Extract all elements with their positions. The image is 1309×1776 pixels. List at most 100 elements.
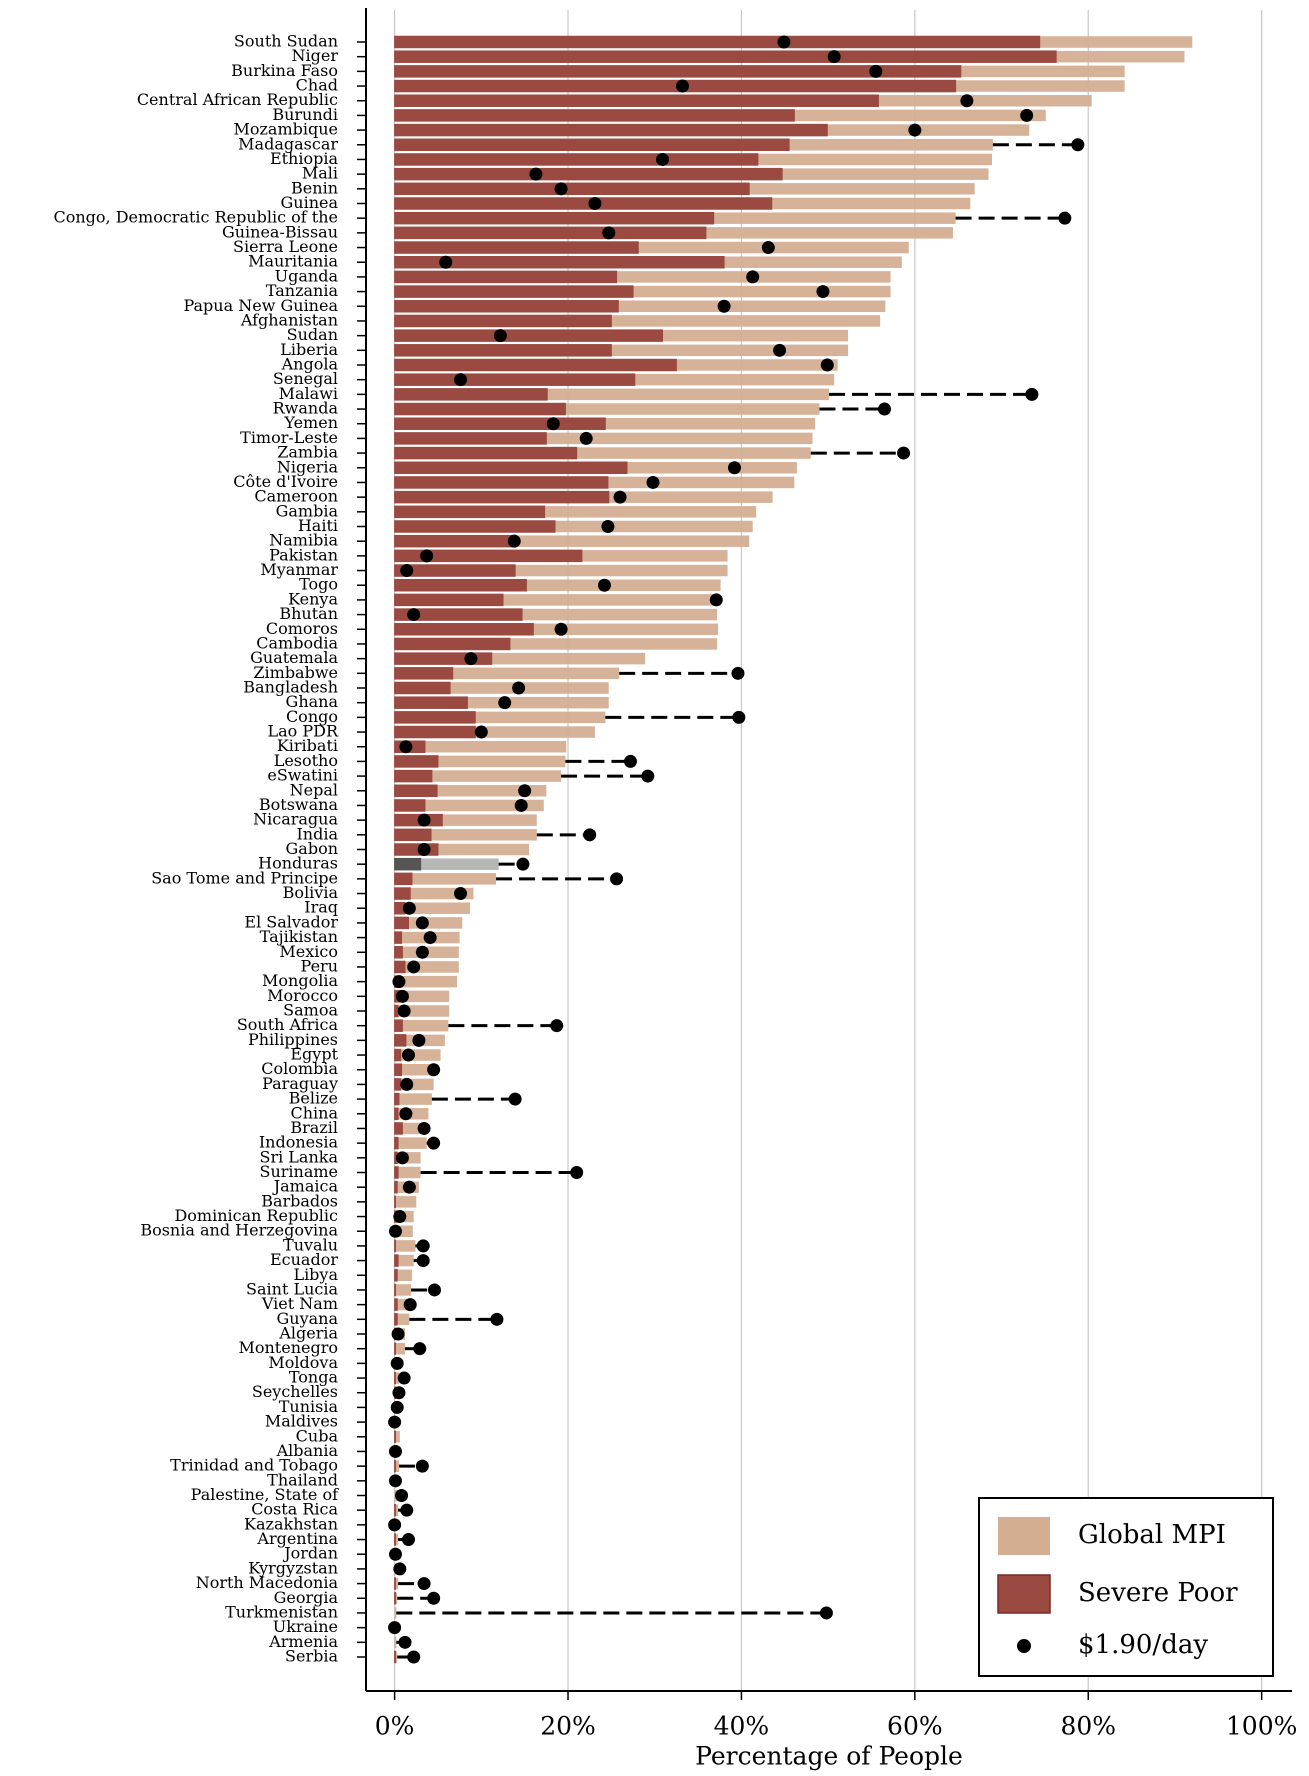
severe-bar (394, 1239, 396, 1253)
mpi-bar (394, 1093, 432, 1105)
usd-dot (390, 1356, 404, 1370)
severe-bar (394, 79, 957, 93)
mpi-bar (394, 1607, 397, 1619)
severe-bar (394, 432, 547, 445)
usd-dot (403, 1298, 417, 1312)
usd-dot (417, 813, 431, 827)
y-tick-label: Sri Lanka (259, 1147, 338, 1166)
mpi-bar (394, 961, 459, 973)
y-tick-label: Serbia (285, 1647, 338, 1666)
y-tick-label: Jamaica (272, 1177, 339, 1196)
mpi-bar (394, 535, 750, 547)
y-tick-label: Kiribati (277, 736, 338, 755)
y-tick-label: Mali (302, 164, 338, 183)
y-tick-label: Tonga (289, 1368, 339, 1387)
mpi-bar (394, 770, 562, 782)
y-tick-label: Côte d'Ivoire (233, 472, 338, 491)
severe-bar (394, 784, 438, 798)
usd-dot (508, 1092, 522, 1106)
usd-dot (388, 1415, 402, 1429)
y-tick-label: Guinea (280, 193, 338, 212)
usd-dot (1025, 387, 1039, 401)
usd-dot (727, 461, 741, 475)
severe-bar (394, 578, 527, 592)
usd-dot (554, 182, 568, 196)
usd-dot (518, 784, 532, 798)
mpi-bar (394, 1504, 399, 1516)
y-tick-label: Guinea-Bissau (222, 222, 338, 241)
severe-bar (394, 344, 612, 357)
mpi-bar (394, 1298, 410, 1311)
legend-label: Severe Poor (1078, 1578, 1238, 1608)
y-tick-label: Georgia (274, 1588, 339, 1607)
usd-dot (746, 270, 760, 284)
severe-bar (394, 314, 612, 328)
severe-bar (394, 358, 677, 372)
severe-bar (394, 549, 583, 563)
mpi-bar (394, 608, 718, 621)
severe-bar (394, 1269, 398, 1282)
mpi-bar (394, 638, 718, 650)
mpi-bar (394, 843, 530, 856)
severe-bar (394, 887, 411, 900)
severe-bar (394, 197, 773, 210)
usd-dot (529, 167, 543, 181)
mpi-bar (394, 682, 609, 694)
y-tick-label: Cambodia (256, 633, 338, 652)
severe-bar (394, 329, 664, 342)
usd-dot (392, 975, 406, 989)
y-tick-label: Malawi (279, 384, 338, 403)
mpi-bar (394, 506, 757, 518)
usd-dot (401, 1533, 415, 1547)
usd-dot (512, 681, 526, 695)
y-tick-label: Central African Republic (137, 90, 338, 109)
y-tick-label: South Africa (237, 1015, 339, 1034)
mpi-bar (394, 1460, 399, 1472)
usd-dot (613, 490, 627, 504)
usd-dot (454, 373, 468, 387)
severe-bar (394, 1107, 399, 1121)
legend-label: Global MPI (1078, 1520, 1226, 1550)
legend-swatch (998, 1517, 1050, 1555)
y-tick-label: Sudan (287, 325, 338, 344)
severe-bar (394, 402, 566, 416)
y-tick-label: Albania (276, 1441, 339, 1460)
usd-dot (709, 593, 723, 607)
severe-bar (394, 1195, 396, 1209)
mpi-bar (394, 1063, 438, 1076)
usd-dot (416, 1239, 430, 1253)
severe-bar (394, 388, 548, 401)
y-tick-label: Bhutan (279, 604, 338, 623)
usd-dot (395, 1489, 409, 1502)
severe-bar (394, 755, 439, 768)
y-tick-label: Kyrgyzstan (248, 1558, 338, 1577)
y-tick-label: Bosnia and Herzegovina (140, 1221, 338, 1240)
usd-dot (412, 1033, 426, 1047)
severe-bar (394, 799, 426, 812)
y-tick-label: Algeria (278, 1324, 338, 1343)
usd-dot (402, 1180, 416, 1194)
y-tick-label: Colombia (261, 1059, 338, 1078)
mpi-bar (394, 1431, 400, 1443)
severe-bar (394, 960, 406, 974)
x-tick-label: 80% (1060, 1712, 1116, 1741)
x-tick-label: 100% (1226, 1712, 1297, 1741)
severe-bar (394, 35, 1041, 49)
mpi-bar (394, 1313, 410, 1326)
mpi-bar (394, 1240, 416, 1252)
y-tick-label: Nicaragua (253, 810, 338, 829)
y-tick-label: Kazakhstan (244, 1514, 338, 1533)
severe-bar (394, 94, 879, 107)
y-tick-label: Suriname (259, 1162, 338, 1181)
y-tick-label: Tanzania (266, 281, 339, 300)
usd-dot (388, 1547, 402, 1561)
usd-dot (395, 1151, 409, 1165)
severe-bar (394, 226, 707, 240)
usd-dot (546, 417, 560, 431)
y-tick-label: Myanmar (260, 560, 338, 579)
y-tick-label: Madagascar (238, 134, 338, 153)
mpi-bar (394, 432, 813, 445)
severe-bar (394, 373, 636, 386)
y-tick-label: Thailand (267, 1470, 338, 1489)
